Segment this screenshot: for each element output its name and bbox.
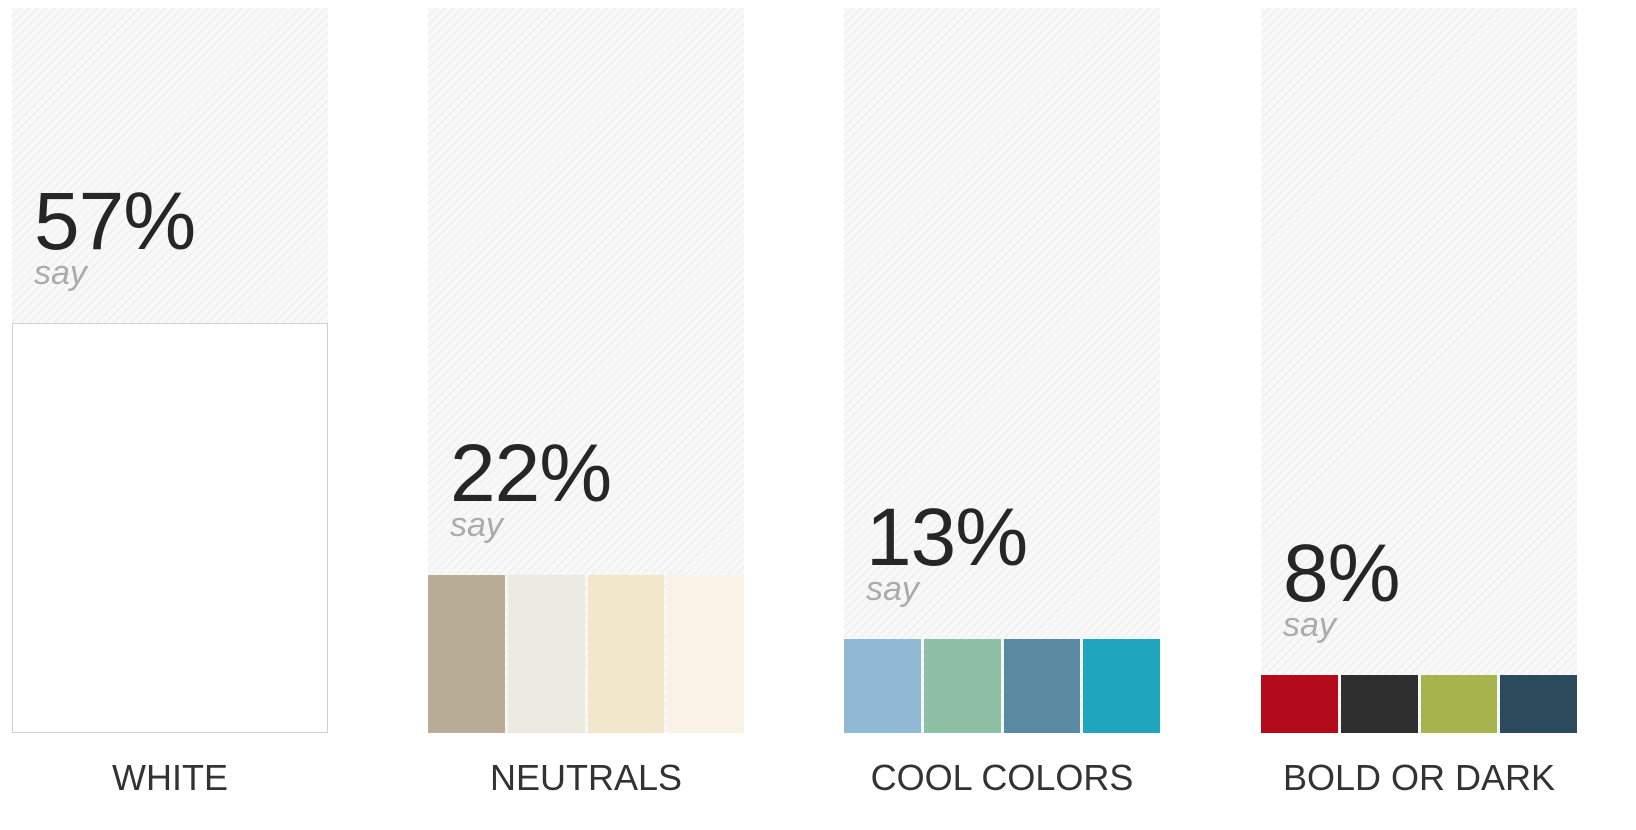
data-label-neutrals: 22%	[450, 428, 612, 519]
data-label-bold-or-dark: 8%	[1283, 528, 1401, 619]
color-swatch-neutrals-4	[667, 575, 744, 733]
color-swatch-neutrals-1	[428, 575, 505, 733]
say-caption-cool-colors: say	[866, 570, 919, 608]
say-caption-bold-or-dark: say	[1283, 606, 1336, 644]
column-background-cool-colors	[844, 8, 1160, 733]
column-background-bold-or-dark	[1261, 8, 1577, 733]
bar-cool-colors	[844, 639, 1160, 733]
color-swatch-cool-colors-3	[1003, 639, 1081, 733]
color-swatch-neutrals-2	[507, 575, 585, 733]
data-label-cool-colors: 13%	[866, 492, 1028, 583]
say-caption-white: say	[34, 254, 87, 292]
bar-white	[12, 323, 328, 733]
bar-bold-or-dark	[1261, 675, 1577, 733]
color-swatch-cool-colors-4	[1083, 639, 1160, 733]
color-swatch-bold-or-dark-3	[1420, 675, 1498, 733]
data-label-white: 57%	[34, 176, 196, 267]
color-swatch-cool-colors-1	[844, 639, 921, 733]
color-swatch-cool-colors-2	[923, 639, 1001, 733]
color-swatch-bold-or-dark-1	[1261, 675, 1338, 733]
color-swatch-bold-or-dark-4	[1500, 675, 1577, 733]
category-label-neutrals: NEUTRALS	[489, 757, 683, 798]
category-label-white: WHITE	[112, 757, 228, 798]
category-label-cool-colors: COOL COLORS	[870, 757, 1134, 798]
bar-neutrals	[428, 575, 744, 733]
color-swatch-bold-or-dark-2	[1340, 675, 1418, 733]
category-label-bold-or-dark: BOLD OR DARK	[1282, 757, 1556, 798]
say-caption-neutrals: say	[450, 506, 503, 544]
color-swatch-neutrals-3	[587, 575, 665, 733]
